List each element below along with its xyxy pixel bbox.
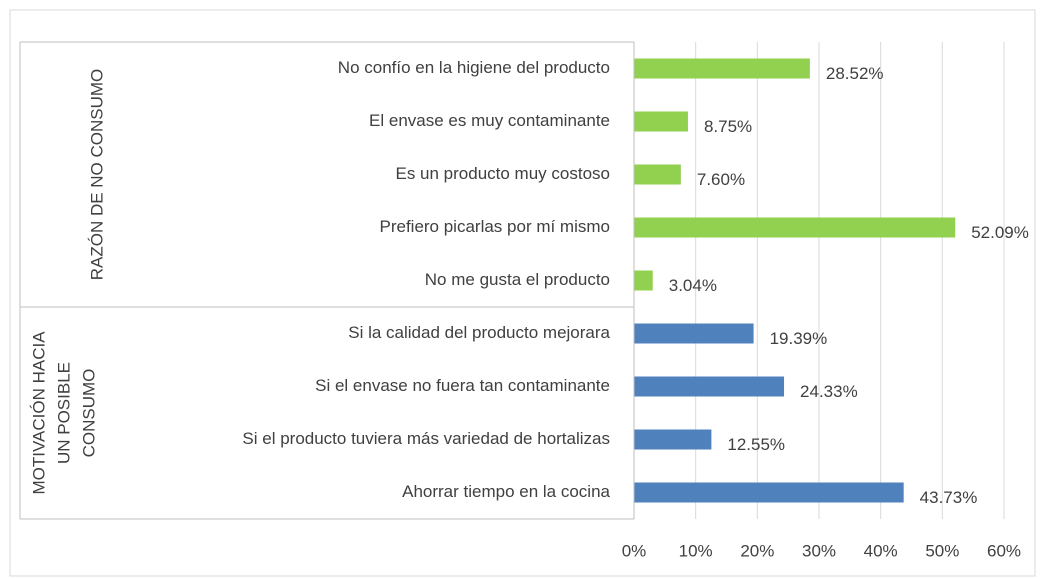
data-label: 12.55%	[727, 435, 785, 454]
data-label: 7.60%	[697, 170, 745, 189]
x-tick-label: 20%	[740, 541, 774, 560]
category-label: Si la calidad del producto mejorara	[348, 323, 610, 342]
data-label: 43.73%	[920, 488, 978, 507]
bar	[634, 164, 681, 185]
category-label: Si el producto tuviera más variedad de h…	[242, 429, 610, 448]
x-tick-label: 30%	[802, 541, 836, 560]
category-label: Si el envase no fuera tan contaminante	[315, 376, 610, 395]
data-label: 19.39%	[770, 329, 828, 348]
group-label: UN POSIBLE	[54, 362, 73, 464]
category-label: No me gusta el producto	[425, 270, 610, 289]
category-label: No confío en la higiene del producto	[338, 58, 610, 77]
chart-border	[9, 9, 1036, 577]
data-label: 28.52%	[826, 64, 884, 83]
category-label: El envase es muy contaminante	[369, 111, 610, 130]
category-label: Ahorrar tiempo en la cocina	[402, 482, 610, 501]
group-label: RAZÓN DE NO CONSUMO	[87, 69, 106, 281]
bar	[634, 58, 810, 79]
data-label: 24.33%	[800, 382, 858, 401]
bar	[634, 429, 712, 450]
x-tick-label: 0%	[622, 541, 647, 560]
x-tick-label: 50%	[925, 541, 959, 560]
bar	[634, 270, 653, 291]
category-label: Prefiero picarlas por mí mismo	[379, 217, 610, 236]
x-tick-label: 40%	[864, 541, 898, 560]
group-label: CONSUMO	[79, 369, 98, 458]
x-tick-label: 10%	[679, 541, 713, 560]
x-tick-label: 60%	[987, 541, 1021, 560]
bar	[634, 217, 956, 238]
group-label: MOTIVACIÓN HACIA	[29, 331, 48, 495]
data-label: 3.04%	[669, 276, 717, 295]
data-label: 8.75%	[704, 117, 752, 136]
data-label: 52.09%	[971, 223, 1029, 242]
bar	[634, 376, 785, 397]
bar	[634, 323, 754, 344]
bar	[634, 482, 904, 503]
category-label: Es un producto muy costoso	[395, 164, 610, 183]
bar	[634, 111, 688, 132]
